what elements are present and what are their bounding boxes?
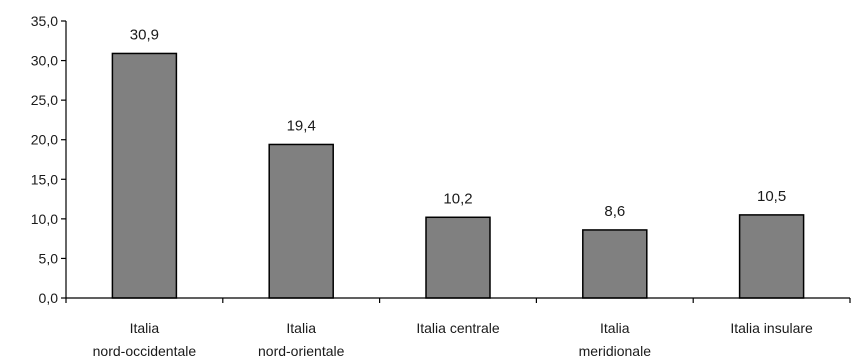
bars (111, 52, 805, 299)
bar (425, 216, 491, 299)
category-label: Italia insulare (730, 320, 813, 336)
bar (268, 143, 334, 299)
y-tick-label: 25,0 (31, 92, 58, 108)
data-label: 30,9 (130, 26, 159, 43)
category-label: Italia (600, 320, 630, 336)
y-axis-ticks: 0,0 5,0 10,0 15,0 20,0 25,0 30,0 35,0 (31, 13, 66, 306)
category-label: Italia (286, 320, 316, 336)
x-axis-ticks (65, 298, 851, 303)
category-label: nord-occidentale (93, 343, 197, 359)
y-tick-label: 30,0 (31, 53, 58, 69)
y-tick-label: 15,0 (31, 171, 58, 187)
y-tick-label: 0,0 (39, 290, 59, 306)
bar (582, 229, 648, 299)
data-label: 10,5 (757, 188, 786, 205)
category-label: nord-orientale (258, 343, 345, 359)
bar (111, 52, 178, 299)
category-label: meridionale (579, 343, 652, 359)
y-tick-label: 35,0 (31, 13, 58, 29)
y-tick-label: 10,0 (31, 211, 58, 227)
y-tick-label: 20,0 (31, 132, 58, 148)
category-label: Italia centrale (416, 320, 499, 336)
data-label: 19,4 (287, 117, 316, 134)
data-label: 8,6 (604, 203, 625, 220)
y-tick-label: 5,0 (39, 250, 59, 266)
data-labels: 30,9 19,4 10,2 8,6 10,5 (130, 26, 786, 219)
category-labels: Italia nord-occidentale Italia nord-orienta… (93, 320, 813, 359)
data-label: 10,2 (443, 190, 472, 207)
bar (738, 214, 805, 299)
category-label: Italia (130, 320, 160, 336)
